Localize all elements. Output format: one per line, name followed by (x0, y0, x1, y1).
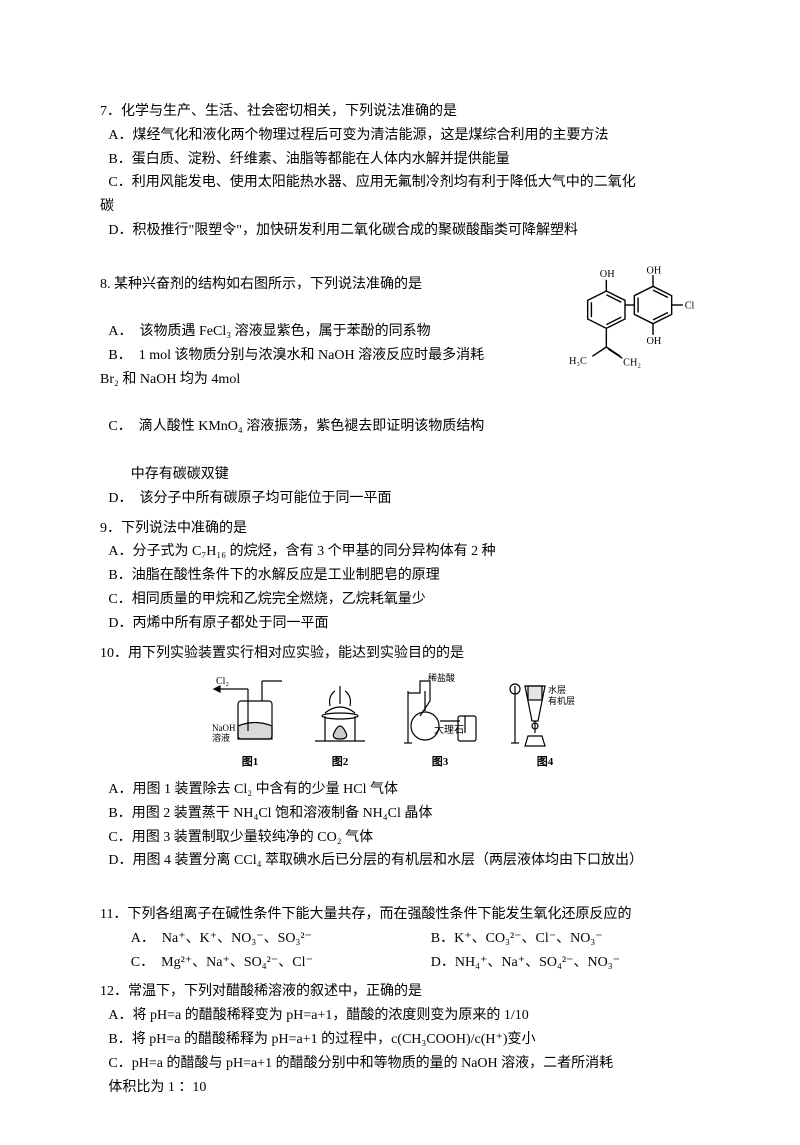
apparatus-1: Cl₂ NaOH 溶液 图1 (210, 671, 290, 772)
q9-opt-a: A．分子式为 C₇H₁₆ 的烷烃，含有 3 个甲基的同分异构体有 2 种 (100, 540, 700, 564)
svg-text:NaOH: NaOH (212, 723, 236, 733)
fig4-label: 图4 (537, 753, 554, 772)
q9-opt-c: C．相同质量的甲烷和乙烷完全燃烧，乙烷耗氧量少 (100, 588, 700, 612)
svg-text:稀盐酸: 稀盐酸 (428, 672, 455, 683)
q8-opt-c-cont: 中存有碳碳双键 (100, 463, 700, 487)
svg-text:OH: OH (646, 265, 661, 276)
q11-opt-c: C． Mg²⁺、Na⁺、SO₄²⁻、Cl⁻ (131, 951, 401, 975)
q11-opt-d: D．NH₄⁺、Na⁺、SO₄²⁻、NO₃⁻ (431, 951, 620, 975)
q11-stem: 11．下列各组离子在碱性条件下能大量共存，而在强酸性条件下能发生氧化还原反应的 (100, 903, 700, 927)
svg-text:大理石: 大理石 (434, 723, 464, 736)
question-8: OH OH OH Cl H₃C CH₂ 8. 某种兴奋剂的结构如右图所示，下列说… (100, 273, 700, 511)
q9-opt-d: D．丙烯中所有原子都处于同一平面 (100, 612, 700, 636)
fig1-label: 图1 (242, 753, 259, 772)
q10-opt-c: C．用图 3 装置制取少量较纯净的 CO₂ 气体 (100, 826, 700, 850)
q7-opt-c-cont: 碳 (100, 195, 700, 219)
q12-opt-c: C．pH=a 的醋酸与 pH=a+1 的醋酸分别中和等物质的量的 NaOH 溶液… (100, 1052, 700, 1076)
q7-stem: 7．化学与生产、生活、社会密切相关，下列说法准确的是 (100, 100, 700, 124)
apparatus-diagrams: Cl₂ NaOH 溶液 图1 (100, 671, 700, 772)
q12-opt-c-cont: 体积比为 1 ：10 (100, 1076, 700, 1100)
q10-opt-d: D．用图 4 装置分离 CCl₄ 萃取碘水后已分层的有机层和水层（两层液体均由下… (100, 849, 700, 873)
q10-opt-a: A．用图 1 装置除去 Cl₂ 中含有的少量 HCl 气体 (100, 778, 700, 802)
apparatus-3: 稀盐酸 大理石 图3 (390, 671, 490, 772)
q10-opt-b: B．用图 2 装置蒸干 NH₄Cl 饱和溶液制备 NH₄Cl 晶体 (100, 802, 700, 826)
q12-opt-b: B．将 pH=a 的醋酸稀释为 pH=a+1 的过程中，c(CH₃COOH)/c… (100, 1028, 700, 1052)
q9-opt-b: B．油脂在酸性条件下的水解反应是工业制肥皂的原理 (100, 564, 700, 588)
svg-text:溶液: 溶液 (212, 732, 230, 743)
q11-opt-b: B．K⁺、CO₃²⁻、Cl⁻、NO₃⁻ (431, 927, 603, 951)
svg-text:CH₂: CH₂ (623, 357, 641, 368)
q11-opt-a: A． Na⁺、K⁺、NO₃⁻、SO₃²⁻ (131, 927, 401, 951)
question-7: 7．化学与生产、生活、社会密切相关，下列说法准确的是 A．煤经气化和液化两个物理… (100, 100, 700, 243)
molecule-diagram: OH OH OH Cl H₃C CH₂ (550, 263, 700, 412)
svg-text:水层: 水层 (548, 684, 566, 695)
q8-opt-c: C． 滴人酸性 KMnO₄ 溶液振荡，紫色褪去即证明该物质结构 (100, 415, 700, 439)
q7-opt-a: A．煤经气化和液化两个物理过程后可变为清洁能源，这是煤综合利用的主要方法 (100, 124, 700, 148)
question-11: 11．下列各组离子在碱性条件下能大量共存，而在强酸性条件下能发生氧化还原反应的 … (100, 903, 700, 974)
fig3-label: 图3 (432, 753, 449, 772)
q8-opt-d: D． 该分子中所有碳原子均可能位于同一平面 (100, 487, 700, 511)
q7-opt-d: D．积极推行"限塑令"，加快研发利用二氧化碳合成的聚碳酸酯类可降解塑料 (100, 219, 700, 243)
q7-opt-b: B．蛋白质、淀粉、纤维素、油脂等都能在人体内水解并提供能量 (100, 148, 700, 172)
svg-text:有机层: 有机层 (548, 695, 575, 706)
q7-opt-c: C．利用风能发电、使用太阳能热水器、应用无氟制冷剂均有利于降低大气中的二氧化 (100, 171, 700, 195)
question-10: 10．用下列实验装置实行相对应实验，能达到实验目的的是 (100, 642, 700, 874)
q9-stem: 9．下列说法中准确的是 (100, 517, 700, 541)
q10-stem: 10．用下列实验装置实行相对应实验，能达到实验目的的是 (100, 642, 700, 666)
question-12: 12．常温下，下列对醋酸稀溶液的叙述中，正确的是 A．将 pH=a 的醋酸稀释变… (100, 980, 700, 1099)
q12-opt-a: A．将 pH=a 的醋酸稀释变为 pH=a+1，醋酸的浓度则变为原来的 1/10 (100, 1004, 700, 1028)
apparatus-2: 图2 (300, 671, 380, 772)
apparatus-4: 水层 有机层 图4 (500, 671, 590, 772)
q12-stem: 12．常温下，下列对醋酸稀溶液的叙述中，正确的是 (100, 980, 700, 1004)
fig2-label: 图2 (332, 753, 349, 772)
svg-text:OH: OH (600, 269, 615, 280)
svg-text:Cl₂: Cl₂ (216, 676, 229, 687)
svg-text:Cl: Cl (685, 300, 695, 311)
svg-text:OH: OH (646, 336, 661, 347)
question-9: 9．下列说法中准确的是 A．分子式为 C₇H₁₆ 的烷烃，含有 3 个甲基的同分… (100, 517, 700, 636)
svg-text:H₃C: H₃C (569, 355, 587, 366)
